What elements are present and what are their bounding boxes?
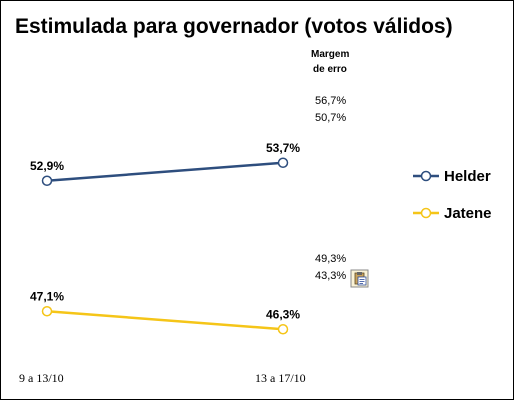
label-layer: 52,9% 53,7% 47,1% 46,3% — [30, 141, 300, 322]
data-label-jatene-1: 47,1% — [30, 289, 64, 303]
series-line-helder — [46, 161, 284, 182]
series-line-jatene — [46, 310, 284, 331]
helder-margin-lower: 50,7% — [315, 112, 346, 124]
legend-label-helder: Helder — [444, 168, 491, 185]
legend-item-jatene: Jatene — [413, 205, 492, 222]
data-label-jatene-2: 46,3% — [266, 307, 300, 321]
x-tick-label-1: 9 a 13/10 — [19, 371, 64, 385]
data-point-jatene-2 — [277, 324, 289, 335]
jatene-margin-upper: 49,3% — [315, 253, 346, 265]
data-label-helder-1: 52,9% — [30, 159, 64, 173]
helder-margin-upper: 56,7% — [315, 95, 346, 107]
data-point-helder-2 — [277, 157, 289, 168]
data-point-helder-1 — [41, 175, 53, 186]
data-label-helder-2: 53,7% — [266, 141, 300, 155]
margin-header-line-1: Margem — [311, 49, 349, 60]
data-point-jatene-1 — [41, 306, 53, 317]
series-layer — [41, 157, 289, 335]
jatene-margin-lower: 43,3% — [315, 270, 346, 282]
legend-marker-helder — [420, 170, 432, 182]
clipboard-icon[interactable] — [350, 269, 369, 288]
margin-header-line-2: de erro — [313, 64, 347, 75]
legend-label-jatene: Jatene — [444, 205, 492, 222]
legend-item-helder: Helder — [413, 168, 491, 185]
chart-title: Estimulada para governador (votos válido… — [15, 15, 453, 38]
x-tick-label-2: 13 a 17/10 — [255, 371, 306, 385]
legend-marker-jatene — [420, 207, 432, 219]
